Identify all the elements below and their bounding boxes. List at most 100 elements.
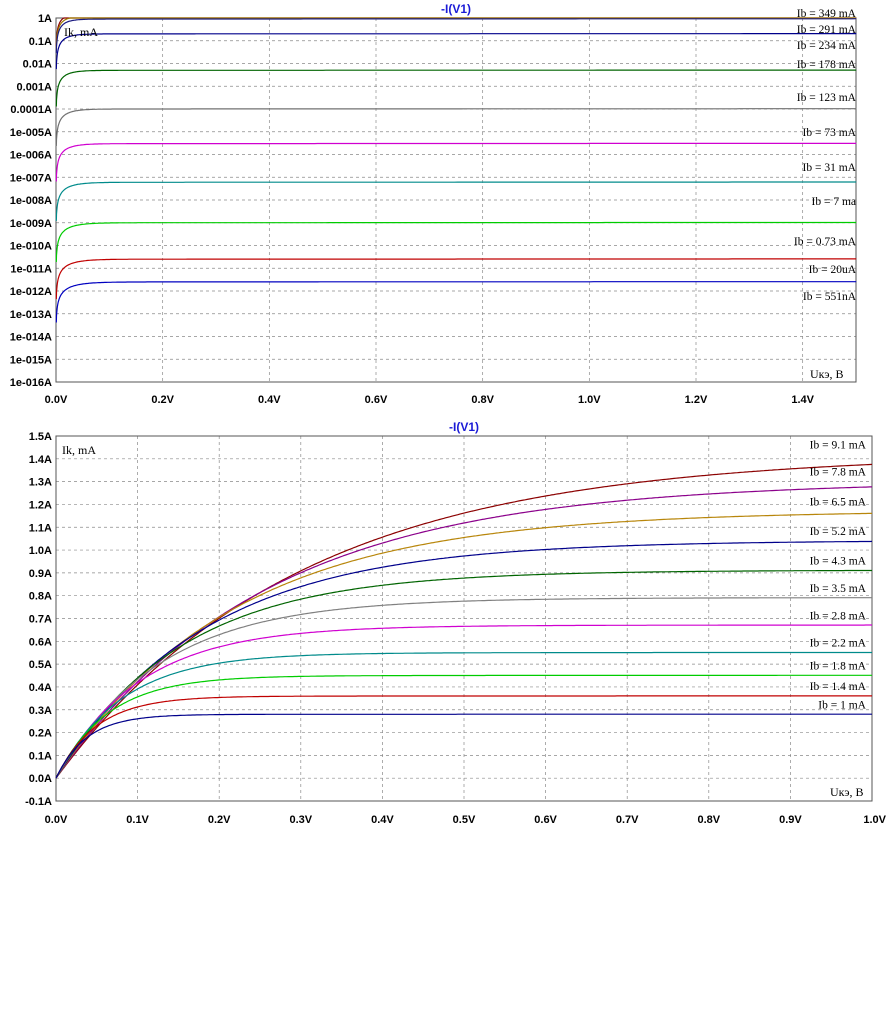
- series-curve: [55, 674, 872, 779]
- series-label: Ib = 2.8 mA: [810, 610, 867, 622]
- y-tick-label: 1.2A: [29, 499, 52, 511]
- series-curve: [55, 540, 873, 779]
- series-curve: [55, 17, 857, 47]
- x-tick-label: 0.6V: [365, 394, 388, 406]
- x-tick-label: 0.7V: [616, 814, 639, 826]
- series-labels: Ib = 349 mA Ib = 291 mA Ib = 234 mA Ib = 17…: [794, 8, 857, 303]
- plot-frame: [55, 435, 873, 802]
- x-tick-label: 0.8V: [471, 394, 494, 406]
- series-curve: [55, 18, 857, 54]
- y-tick-labels: 1A 0.1A 0.01A 0.001A 0.0001A 1e-005A 1e-006A 1e…: [10, 13, 52, 389]
- series-label: Ib = 73 mA: [803, 127, 857, 139]
- y-tick-label: 1.5A: [29, 431, 52, 443]
- series-label: Ib = 349 mA: [797, 8, 857, 20]
- y-tick-label: 0.5A: [29, 659, 52, 671]
- y-tick-label: 1e-008A: [10, 195, 52, 207]
- y-tick-label: 0.1A: [29, 750, 52, 762]
- series-curves: [55, 463, 873, 779]
- x-tick-label: 0.2V: [208, 814, 231, 826]
- series-label: Ib = 1.4 mA: [810, 681, 867, 693]
- y-tick-label: 1e-012A: [10, 286, 52, 298]
- x-tick-label: 1.0V: [578, 394, 601, 406]
- y-tick-label: 1e-007A: [10, 172, 52, 184]
- x-axis-label: Uкэ, В: [810, 367, 844, 381]
- series-curve: [55, 695, 872, 779]
- series-label: Ib = 234 mA: [797, 40, 857, 52]
- series-label: Ib = 31 mA: [803, 162, 857, 174]
- series-curve: [55, 258, 857, 300]
- x-tick-label: 0.8V: [697, 814, 720, 826]
- chart-title: -I(V1): [449, 420, 479, 434]
- x-tick-label: 0.6V: [534, 814, 557, 826]
- x-tick-label: 0.5V: [453, 814, 476, 826]
- series-label: Ib = 4.3 mA: [810, 556, 867, 568]
- y-tick-label: 1e-015A: [10, 354, 52, 366]
- x-tick-label: 0.2V: [151, 394, 174, 406]
- y-tick-label: 1.3A: [29, 477, 52, 489]
- y-tick-label: 1e-009A: [10, 218, 52, 230]
- x-tick-label: 0.0V: [45, 394, 68, 406]
- series-label: Ib = 2.2 mA: [810, 638, 867, 650]
- y-tick-label: 1e-010A: [10, 241, 52, 253]
- series-curve: [55, 512, 872, 779]
- linear-scale-chart: -I(V1) 1.5A 1.4A 1.3A 1.2A 1.1A 1.0A 0.9A 0.8A 0…: [25, 420, 887, 826]
- grid: [55, 17, 856, 383]
- y-axis-label: Ik, mA: [64, 25, 98, 39]
- log-scale-chart: -I(V1) 1A 0.1A 0.01A 0.001A 0.0001A 1e-005A 1e…: [10, 2, 857, 406]
- y-tick-label: 0.3A: [29, 705, 52, 717]
- y-tick-label: 0.01A: [23, 59, 52, 71]
- x-tick-label: 0.4V: [258, 394, 281, 406]
- y-tick-label: 1.4A: [29, 454, 52, 466]
- y-tick-label: 0.7A: [29, 614, 52, 626]
- y-tick-label: 0.1A: [29, 36, 52, 48]
- y-tick-label: 1e-016A: [10, 377, 52, 389]
- y-tick-label: 1e-006A: [10, 150, 52, 162]
- x-tick-label: 1.0V: [863, 814, 886, 826]
- y-tick-label: 0.0A: [29, 773, 52, 785]
- series-label: Ib = 3.5 mA: [810, 583, 867, 595]
- y-tick-label: 1A: [38, 13, 52, 25]
- series-label: Ib = 551nA: [803, 291, 857, 303]
- series-curve: [55, 651, 872, 779]
- series-label: Ib = 123 mA: [797, 92, 857, 104]
- x-tick-label: 0.9V: [779, 814, 802, 826]
- series-curve: [55, 281, 857, 323]
- x-tick-label: 1.4V: [791, 394, 814, 406]
- series-curve: [55, 69, 857, 107]
- series-label: Ib = 9.1 mA: [810, 439, 867, 451]
- x-axis-label: Uкэ, В: [830, 785, 864, 799]
- x-tick-labels: 0.0V 0.2V 0.4V 0.6V 0.8V 1.0V 1.2V 1.4V: [45, 394, 815, 406]
- x-tick-label: 0.1V: [126, 814, 149, 826]
- series-curve: [55, 463, 873, 779]
- y-tick-label: 1.0A: [29, 545, 52, 557]
- y-tick-label: 1e-005A: [10, 127, 52, 139]
- series-curve: [55, 142, 857, 182]
- series-label: Ib = 178 mA: [797, 59, 857, 71]
- series-curve: [55, 486, 872, 779]
- x-tick-label: 0.3V: [289, 814, 312, 826]
- y-tick-label: 0.8A: [29, 591, 52, 603]
- x-tick-label: 0.4V: [371, 814, 394, 826]
- chart-title: -I(V1): [441, 2, 471, 16]
- series-labels: Ib = 9.1 mA Ib = 7.8 mA Ib = 6.5 mA Ib = 5.…: [810, 439, 867, 711]
- series-label: Ib = 0.73 mA: [794, 236, 857, 248]
- series-curve: [55, 713, 872, 779]
- y-tick-label: 0.2A: [29, 728, 52, 740]
- series-curves: [55, 17, 857, 323]
- series-curve: [55, 32, 857, 70]
- y-tick-labels: 1.5A 1.4A 1.3A 1.2A 1.1A 1.0A 0.9A 0.8A 0.7A 0.6A…: [25, 431, 52, 808]
- series-curve: [55, 569, 872, 779]
- x-tick-labels: 0.0V 0.1V 0.2V 0.3V 0.4V 0.5V 0.6V 0.7V 0.8V 0.9V…: [45, 814, 887, 826]
- y-axis-label: Ik, mA: [62, 443, 96, 457]
- series-label: Ib = 20uA: [809, 264, 857, 276]
- y-tick-label: 0.6A: [29, 636, 52, 648]
- y-tick-label: 1e-014A: [10, 332, 52, 344]
- series-curve: [55, 108, 857, 147]
- y-tick-label: 0.001A: [17, 81, 53, 93]
- series-label: Ib = 7.8 mA: [810, 467, 867, 479]
- x-tick-label: 0.0V: [45, 814, 68, 826]
- y-tick-label: -0.1A: [25, 796, 52, 808]
- series-label: Ib = 1.8 mA: [810, 661, 867, 673]
- series-curve: [55, 17, 857, 50]
